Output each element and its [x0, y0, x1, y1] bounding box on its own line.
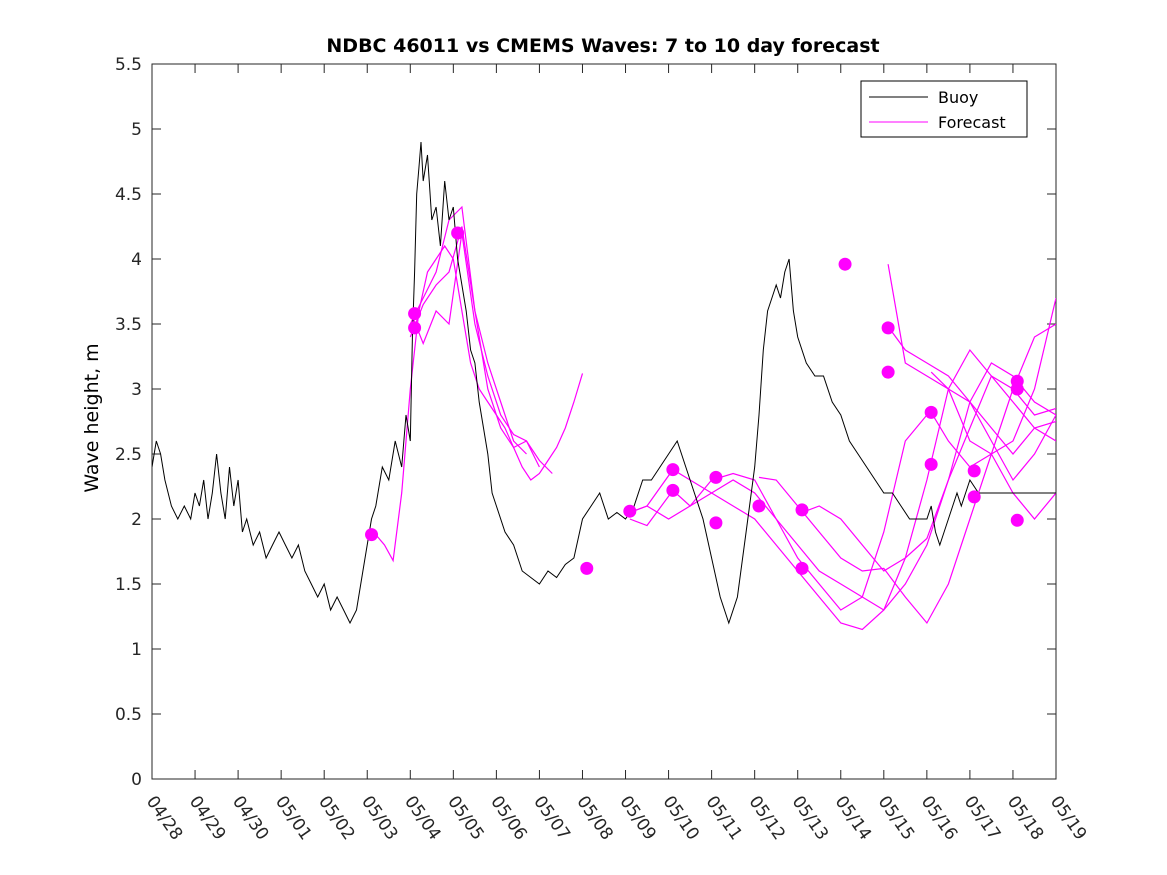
forecast-marker: [795, 561, 809, 575]
forecast-marker: [881, 365, 895, 379]
forecast-marker: [666, 483, 680, 497]
forecast-marker: [451, 226, 465, 240]
forecast-marker: [795, 503, 809, 517]
y-tick-label: 4: [131, 250, 142, 270]
forecast-line: [375, 244, 584, 563]
legend-label-forecast: Forecast: [938, 113, 1006, 132]
legend-label-buoy: Buoy: [938, 88, 978, 107]
legend: Buoy Forecast: [860, 80, 1028, 138]
forecast-line: [629, 414, 928, 611]
y-tick-label: 1: [131, 640, 142, 660]
y-tick-label: 3: [131, 380, 142, 400]
forecast-marker: [408, 307, 422, 321]
y-tick-label: 3.5: [115, 315, 142, 335]
y-axis-label: Wave height, m: [81, 343, 103, 492]
y-tick-label: 2: [131, 510, 142, 530]
forecast-marker: [1010, 382, 1024, 396]
forecast-marker: [1010, 513, 1024, 527]
y-tick-label: 0: [131, 770, 142, 790]
forecast-marker: [580, 561, 594, 575]
forecast-line: [409, 232, 540, 468]
forecast-marker: [967, 490, 981, 504]
y-tick-label: 1.5: [115, 575, 142, 595]
forecast-line: [629, 348, 1056, 631]
y-tick-label: 0.5: [115, 705, 142, 725]
plot-content: [152, 141, 1056, 631]
forecast-marker: [623, 504, 637, 518]
forecast-marker: [408, 321, 422, 335]
forecast-marker: [967, 464, 981, 478]
forecast-marker: [709, 470, 723, 484]
forecast-line: [409, 226, 527, 455]
y-tick-label: 5.5: [115, 55, 142, 75]
buoy-line: [152, 141, 1056, 625]
forecast-marker: [881, 321, 895, 335]
forecast-marker: [709, 516, 723, 530]
forecast-marker: [924, 457, 938, 471]
legend-box: [860, 80, 1028, 138]
forecast-line: [887, 264, 1056, 455]
forecast-marker: [924, 405, 938, 419]
forecast-line: [930, 297, 1056, 468]
forecast-marker: [365, 528, 379, 542]
forecast-marker: [752, 499, 766, 513]
y-tick-label: 2.5: [115, 445, 142, 465]
chart-title: NDBC 46011 vs CMEMS Waves: 7 to 10 day f…: [326, 35, 879, 57]
y-tick-label: 4.5: [115, 185, 142, 205]
y-tick-label: 5: [131, 120, 142, 140]
forecast-marker: [838, 257, 852, 271]
forecast-marker: [666, 463, 680, 477]
